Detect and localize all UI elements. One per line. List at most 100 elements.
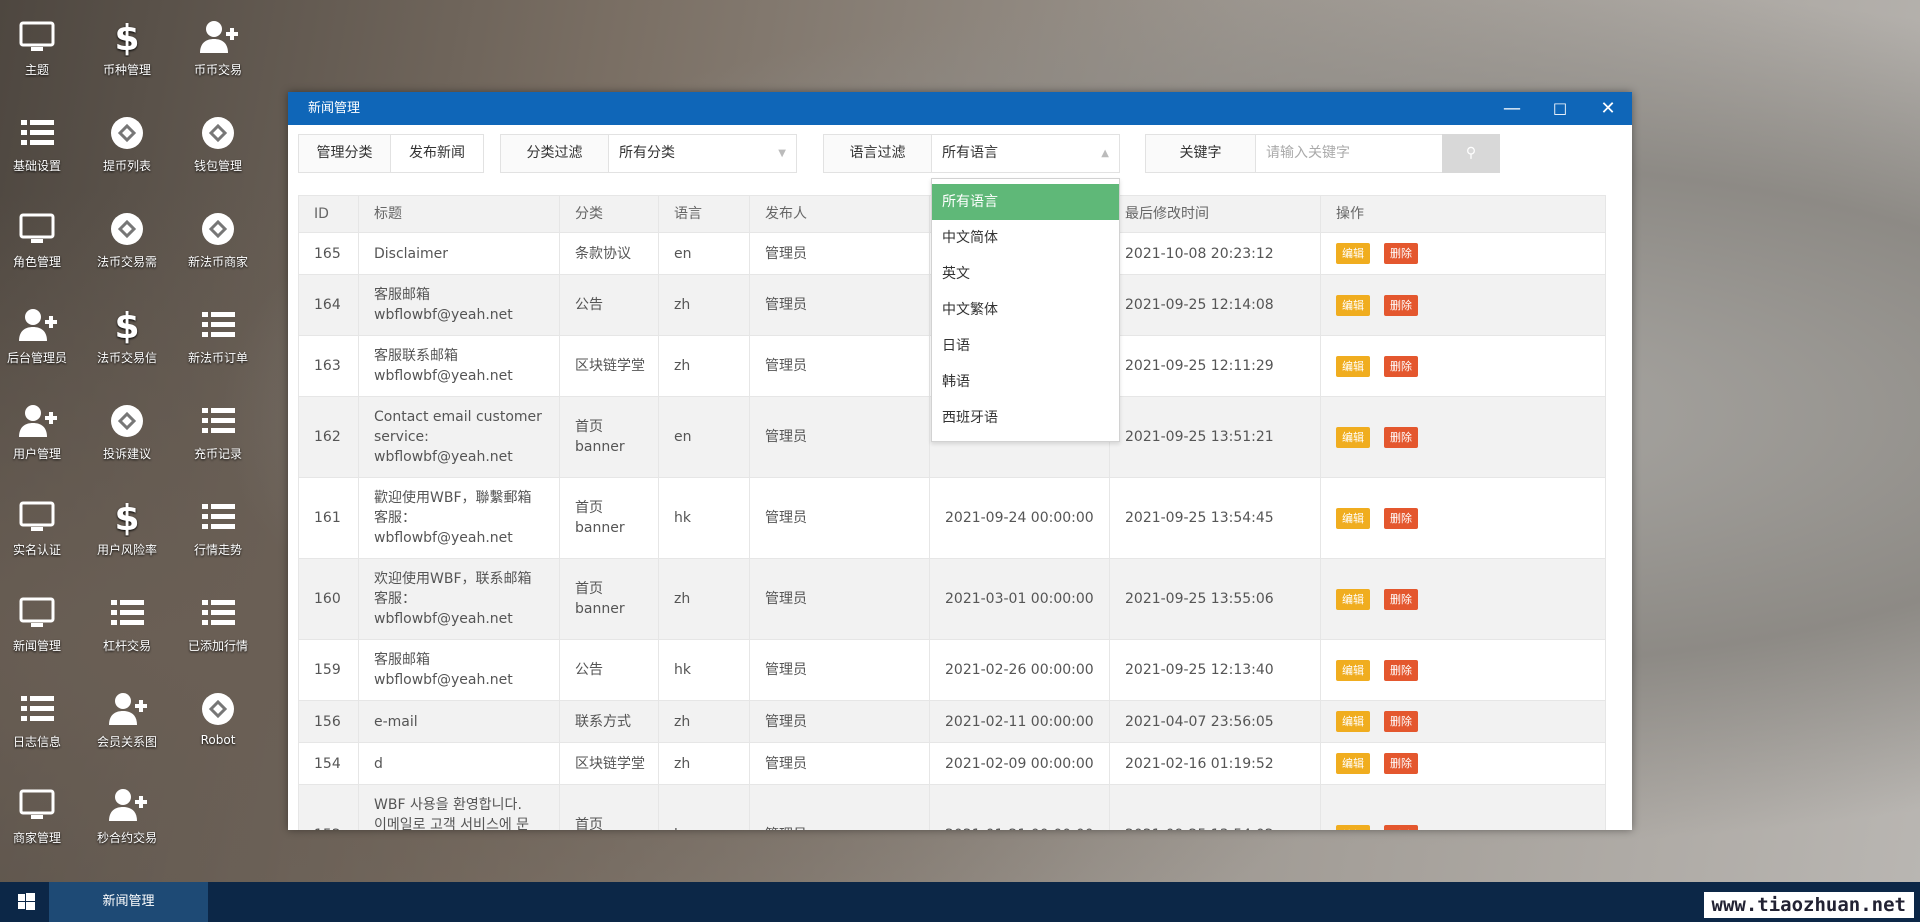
tab[interactable]: 管理分类 — [298, 134, 391, 173]
desktop-icon[interactable]: $ 用户风险率 — [82, 497, 172, 558]
desktop-icon[interactable]: 基础设置 — [0, 113, 82, 174]
keyword-input[interactable]: 请输入关键字 — [1255, 134, 1443, 173]
title-line: wbflowbf@yeah.net — [374, 368, 513, 384]
desktop-icon[interactable]: 秒合约交易 — [82, 785, 172, 846]
search-button[interactable]: ⚲ — [1442, 134, 1500, 173]
cell-publisher: 管理员 — [749, 742, 930, 785]
cell-category: 公告 — [559, 274, 659, 336]
language-select[interactable]: 所有语言 ▲ — [931, 134, 1120, 173]
edit-button[interactable]: 编辑 — [1336, 659, 1370, 681]
delete-button[interactable]: 删除 — [1384, 824, 1418, 830]
icon-glyph — [111, 600, 144, 625]
desktop-icon[interactable]: 钱包管理 — [173, 113, 263, 174]
cell-published: 2021-01-21 00:00:00 — [929, 784, 1110, 830]
desktop-icon[interactable]: 角色管理 — [0, 209, 82, 270]
desktop-icon[interactable]: 已添加行情 — [173, 593, 263, 654]
taskbar-tab[interactable]: 新闻管理 — [49, 882, 208, 922]
dropdown-option[interactable]: 日语 — [942, 338, 970, 354]
desktop-icon[interactable]: 币币交易 — [173, 17, 263, 78]
desktop-icon[interactable]: 日志信息 — [0, 689, 82, 750]
edit-button[interactable]: 编辑 — [1336, 355, 1370, 377]
desktop-icon[interactable]: 提币列表 — [82, 113, 172, 174]
delete-button[interactable]: 删除 — [1384, 243, 1418, 264]
desktop-icon[interactable]: 用户管理 — [0, 401, 82, 462]
close-button[interactable]: ✕ — [1600, 98, 1616, 119]
maximize-button[interactable]: □ — [1552, 99, 1568, 117]
delete-button[interactable]: 删除 — [1384, 507, 1418, 529]
edit-button[interactable]: 编辑 — [1336, 243, 1370, 264]
icon-label: Robot — [200, 733, 236, 747]
dropdown-option[interactable]: 所有语言 — [932, 184, 1119, 220]
icon-glyph — [202, 213, 234, 245]
watermark: www.tiaozhuan.net — [1703, 892, 1914, 918]
icon-label: 新法币订单 — [187, 351, 248, 365]
desktop-icon[interactable]: 实名认证 — [0, 497, 82, 558]
title-line: 客服邮箱 — [374, 287, 430, 303]
minimize-button[interactable]: — — [1503, 98, 1521, 119]
cell-language: kr — [658, 784, 750, 830]
cell-title: e-mail — [358, 700, 560, 743]
desktop-icon[interactable]: 行情走势 — [173, 497, 263, 558]
cell-modified: 2021-09-25 12:11:29 — [1109, 335, 1321, 397]
desktop-icon[interactable]: 新闻管理 — [0, 593, 82, 654]
cell-title: Contact email customer service: wbflowbf@y… — [358, 396, 560, 478]
delete-button[interactable]: 删除 — [1384, 588, 1418, 610]
desktop-icon[interactable]: 主题 — [0, 17, 82, 78]
edit-button[interactable]: 编辑 — [1336, 426, 1370, 448]
icon-glyph — [19, 597, 55, 627]
column-header: 操作 — [1320, 195, 1606, 233]
title-line: e-mail — [374, 713, 418, 730]
icon-label: 日志信息 — [12, 735, 61, 749]
edit-button[interactable]: 编辑 — [1336, 507, 1370, 529]
desktop-icon[interactable]: 会员关系图 — [82, 689, 172, 750]
cell-publisher: 管理员 — [749, 639, 930, 701]
arrow: ▲ — [1101, 148, 1109, 159]
delete-button[interactable]: 删除 — [1384, 659, 1418, 681]
delete-button[interactable]: 删除 — [1384, 753, 1418, 774]
desktop-icon[interactable]: $ 法币交易信 — [82, 305, 172, 366]
window: 新闻管理 — □ ✕ 管理分类 发布新闻 分类过滤 所有分类 ▼ 语言过滤 所有语… — [288, 92, 1632, 830]
edit-button[interactable]: 编辑 — [1336, 588, 1370, 610]
icon-glyph — [111, 405, 143, 437]
desktop-icon[interactable]: 后台管理员 — [0, 305, 82, 366]
delete-button[interactable]: 删除 — [1384, 355, 1418, 377]
edit-button[interactable]: 编辑 — [1336, 711, 1370, 732]
delete-button[interactable]: 删除 — [1384, 711, 1418, 732]
title-line: 客服：wbflowbf@yeah.net — [374, 591, 513, 627]
tab[interactable]: 发布新闻 — [390, 134, 484, 173]
edit-button[interactable]: 编辑 — [1336, 824, 1370, 830]
desktop-icon[interactable]: Robot — [173, 689, 263, 747]
dropdown-option[interactable]: 西班牙语 — [942, 410, 998, 426]
title-line: 欢迎使用WBF，联系邮箱 — [374, 571, 532, 587]
desktop-icon[interactable]: $ 币种管理 — [82, 17, 172, 78]
delete-button[interactable]: 删除 — [1384, 294, 1418, 316]
edit-button[interactable]: 编辑 — [1336, 753, 1370, 774]
desktop-icon[interactable]: 杠杆交易 — [82, 593, 172, 654]
icon-label: 主题 — [24, 63, 49, 77]
desktop-icon[interactable]: 新法币商家 — [173, 209, 263, 270]
edit-button[interactable]: 编辑 — [1336, 294, 1370, 316]
desktop-icon[interactable]: 法币交易需 — [82, 209, 172, 270]
category-select[interactable]: 所有分类 ▼ — [608, 134, 797, 173]
dropdown-option[interactable]: 英文 — [942, 266, 970, 282]
cell-category: 首页 banner — [559, 477, 659, 559]
delete-button[interactable]: 删除 — [1384, 426, 1418, 448]
desktop-icon[interactable]: 充币记录 — [173, 401, 263, 462]
dropdown-option[interactable]: 韩语 — [942, 374, 970, 390]
cell-language: hk — [658, 477, 750, 559]
select-value: 所有分类 — [619, 145, 675, 161]
cell-title: 客服邮箱 wbflowbf@yeah.net — [358, 274, 560, 336]
start-button[interactable] — [6, 882, 46, 922]
cell-id: 159 — [298, 639, 359, 701]
cell-language: zh — [658, 558, 750, 640]
cell-publisher: 管理员 — [749, 335, 930, 397]
cell-actions: 编辑删除 — [1320, 639, 1606, 701]
desktop-icon[interactable]: 新法币订单 — [173, 305, 263, 366]
dropdown-option[interactable]: 中文繁体 — [942, 302, 998, 318]
dropdown-option[interactable]: 中文简体 — [942, 230, 998, 246]
cell-modified: 2021-09-25 13:54:02 — [1109, 784, 1321, 830]
cell-modified: 2021-09-25 12:13:40 — [1109, 639, 1321, 701]
desktop-icon[interactable]: 投诉建议 — [82, 401, 172, 462]
icon-label: 币币交易 — [193, 63, 242, 77]
desktop-icon[interactable]: 商家管理 — [0, 785, 82, 846]
